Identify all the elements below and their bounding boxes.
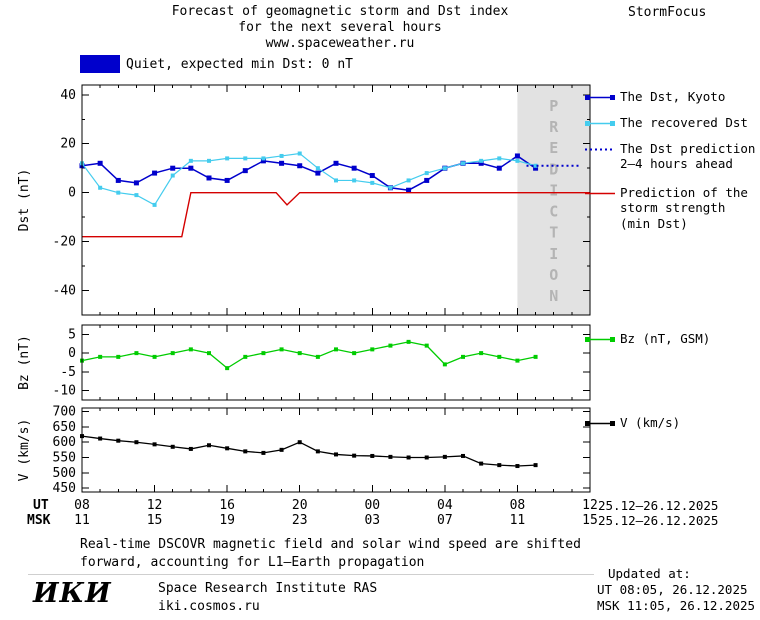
x-tick-label: 15 bbox=[146, 513, 163, 528]
x-axis-ut-row: UT 25.12–26.12.2025 08 12 16 20 00 04 08 12 bbox=[0, 498, 760, 513]
legend-item-dst-kyoto: The Dst, Kyoto bbox=[585, 88, 725, 104]
svg-text:500: 500 bbox=[53, 466, 76, 481]
svg-text:P: P bbox=[549, 97, 558, 115]
svg-text:-5: -5 bbox=[60, 365, 76, 380]
updated-ut: UT 08:05, 26.12.2025 bbox=[597, 582, 748, 597]
v-marker-icon bbox=[585, 417, 615, 428]
storm-status-color-box bbox=[80, 55, 120, 73]
ut-date-range: 25.12–26.12.2025 bbox=[598, 498, 719, 513]
svg-text:E: E bbox=[549, 139, 558, 157]
x-tick-label: 23 bbox=[291, 513, 308, 528]
svg-text:I: I bbox=[549, 245, 558, 263]
svg-text:650: 650 bbox=[53, 420, 76, 435]
ut-axis-label: UT bbox=[33, 498, 49, 513]
recovered-dst-marker-icon bbox=[585, 117, 615, 128]
footer-note-line2: forward, accounting for L1–Earth propaga… bbox=[80, 555, 425, 570]
x-tick-label: 20 bbox=[291, 498, 308, 513]
x-tick-label: 03 bbox=[364, 513, 381, 528]
storm-status-text: Quiet, expected min Dst: 0 nT bbox=[126, 57, 353, 72]
svg-text:0: 0 bbox=[68, 346, 76, 361]
dst-kyoto-marker-icon bbox=[585, 91, 615, 102]
svg-text:I: I bbox=[549, 181, 558, 199]
x-tick-label: 08 bbox=[74, 498, 90, 513]
svg-text:-40: -40 bbox=[53, 284, 76, 299]
legend-item-storm-strength-line2: storm strength bbox=[620, 200, 726, 215]
svg-text:20: 20 bbox=[60, 137, 76, 152]
updated-at-label: Updated at: bbox=[608, 566, 691, 581]
svg-text:700: 700 bbox=[53, 405, 76, 420]
legend-item-dst-prediction: The Dst prediction bbox=[585, 140, 755, 156]
institute-name: Space Research Institute RAS bbox=[158, 581, 378, 596]
legend-item-v: V (km/s) bbox=[585, 414, 680, 430]
svg-text:Dst (nT): Dst (nT) bbox=[17, 169, 32, 232]
brand-label: StormFocus bbox=[628, 5, 707, 20]
page-title: Forecast of geomagnetic storm and Dst in… bbox=[0, 4, 680, 52]
title-line-2: for the next several hours bbox=[238, 20, 442, 35]
svg-text:N: N bbox=[549, 287, 558, 305]
x-tick-label: 08 bbox=[509, 498, 526, 513]
storm-strength-marker-icon bbox=[585, 187, 615, 198]
msk-axis-label: MSK bbox=[27, 513, 51, 528]
svg-text:0: 0 bbox=[68, 186, 76, 201]
svg-text:550: 550 bbox=[53, 450, 76, 465]
iki-logo: ИКИ bbox=[33, 578, 112, 609]
footer-divider bbox=[28, 574, 594, 575]
svg-text:T: T bbox=[549, 224, 558, 242]
legend-item-recovered-dst: The recovered Dst bbox=[585, 114, 748, 130]
x-tick-label: 00 bbox=[364, 498, 381, 513]
msk-date-range: 25.12–26.12.2025 bbox=[598, 513, 719, 528]
svg-text:-10: -10 bbox=[53, 384, 76, 399]
institute-site-url: iki.cosmos.ru bbox=[158, 599, 260, 614]
svg-text:-20: -20 bbox=[53, 235, 76, 250]
footer-note-line1: Real-time DSCOVR magnetic field and sola… bbox=[80, 537, 581, 552]
legend-item-bz: Bz (nT, GSM) bbox=[585, 330, 710, 346]
x-tick-label: 12 bbox=[146, 498, 163, 513]
svg-text:40: 40 bbox=[60, 88, 76, 103]
x-tick-label: 07 bbox=[437, 513, 453, 528]
svg-text:V (km/s): V (km/s) bbox=[17, 419, 32, 482]
legend-item-dst-prediction-line2: 2–4 hours ahead bbox=[620, 156, 733, 171]
title-line-1: Forecast of geomagnetic storm and Dst in… bbox=[171, 4, 509, 19]
legend-item-storm-strength: Prediction of the bbox=[585, 184, 748, 200]
x-tick-label: 15 bbox=[582, 513, 598, 528]
x-tick-label: 19 bbox=[219, 513, 235, 528]
x-axis-msk-row: MSK 25.12–26.12.2025 11 15 19 23 03 07 11 15 bbox=[0, 513, 760, 528]
svg-text:R: R bbox=[549, 118, 559, 136]
x-tick-label: 11 bbox=[509, 513, 526, 528]
svg-text:O: O bbox=[549, 266, 558, 284]
svg-text:C: C bbox=[549, 203, 558, 221]
x-tick-label: 16 bbox=[219, 498, 235, 513]
svg-text:450: 450 bbox=[53, 481, 76, 496]
x-tick-label: 04 bbox=[437, 498, 453, 513]
svg-text:D: D bbox=[549, 160, 558, 178]
x-tick-label: 11 bbox=[74, 513, 90, 528]
legend-item-storm-strength-line3: (min Dst) bbox=[620, 216, 688, 231]
bz-marker-icon bbox=[585, 333, 615, 344]
dst-prediction-marker-icon bbox=[585, 143, 615, 154]
svg-text:600: 600 bbox=[53, 435, 76, 450]
updated-msk: MSK 11:05, 26.12.2025 bbox=[597, 598, 756, 613]
svg-text:Bz (nT): Bz (nT) bbox=[17, 335, 32, 390]
svg-text:5: 5 bbox=[68, 327, 76, 342]
x-tick-label: 12 bbox=[582, 498, 598, 513]
title-url: www.spaceweather.ru bbox=[265, 36, 415, 51]
